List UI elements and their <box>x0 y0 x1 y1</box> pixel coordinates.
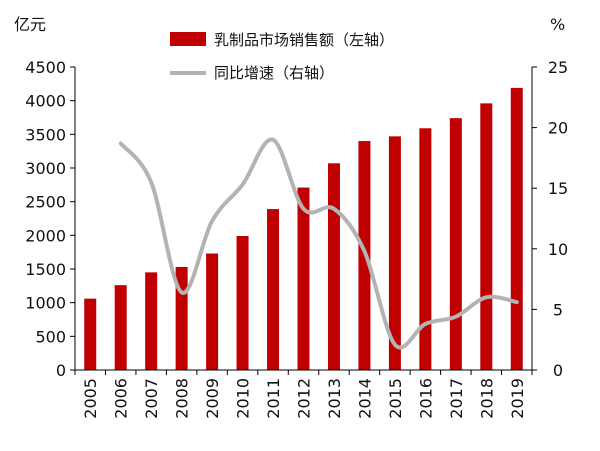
bar-2006 <box>114 285 127 370</box>
growth-line <box>118 137 519 350</box>
bar-2019 <box>510 87 523 370</box>
bar-2013 <box>327 163 340 370</box>
left-tick-label: 4500 <box>25 58 66 77</box>
legend-swatch-sales <box>170 32 206 46</box>
x-tick-label: 2018 <box>477 378 496 419</box>
x-tick-label: 2011 <box>264 378 283 419</box>
left-tick-label: 0 <box>56 361 66 380</box>
x-tick-label: 2017 <box>447 378 466 419</box>
right-tick-label: 0 <box>553 361 563 380</box>
legend-label-growth: 同比增速（右轴） <box>214 64 334 82</box>
line-series <box>118 137 519 350</box>
left-tick-label: 2500 <box>25 193 66 212</box>
right-tick-label: 25 <box>548 58 568 77</box>
x-axis-ticks: 2005 2006 2007 2008 2009 2010 2011 2012 2013 2014… <box>74 370 533 419</box>
bar-2011 <box>267 209 280 370</box>
left-tick-label: 500 <box>35 327 66 346</box>
left-tick-label: 3000 <box>25 159 66 178</box>
left-tick-label: 4000 <box>25 92 66 111</box>
x-tick-label: 2013 <box>325 378 344 419</box>
left-axis-unit: 亿元 <box>14 15 46 34</box>
legend: 乳制品市场销售额（左轴） 同比增速（右轴） <box>170 31 394 82</box>
bar-2018 <box>480 103 493 371</box>
x-tick-label: 2012 <box>295 378 314 419</box>
x-tick-label: 2019 <box>508 378 527 419</box>
bar-2005 <box>84 298 97 370</box>
bar-2007 <box>145 272 158 370</box>
bar-2017 <box>449 118 462 370</box>
x-tick-label: 2014 <box>355 378 374 419</box>
left-axis-ticks: 0 500 1000 1500 2000 2500 3000 3500 4000 4500 <box>25 58 75 380</box>
left-tick-label: 1000 <box>25 294 66 313</box>
right-axis-ticks: 0 5 10 15 20 25 <box>532 58 568 380</box>
left-tick-label: 1500 <box>25 260 66 279</box>
right-tick-label: 20 <box>548 119 568 138</box>
legend-label-sales: 乳制品市场销售额（左轴） <box>214 31 394 49</box>
x-tick-label: 2007 <box>142 378 161 419</box>
right-tick-label: 5 <box>553 300 563 319</box>
axes <box>74 67 533 371</box>
x-tick-label: 2016 <box>416 378 435 419</box>
bar-2016 <box>419 128 432 370</box>
bar-2010 <box>236 236 249 370</box>
right-tick-label: 10 <box>548 240 568 259</box>
left-tick-label: 3500 <box>25 125 66 144</box>
x-tick-label: 2005 <box>81 378 100 419</box>
x-tick-label: 2015 <box>386 378 405 419</box>
x-tick-label: 2010 <box>234 378 253 419</box>
bar-2015 <box>388 136 401 370</box>
x-tick-label: 2009 <box>203 378 222 419</box>
x-tick-label: 2008 <box>173 378 192 419</box>
right-axis-unit: % <box>550 15 565 34</box>
bar-2009 <box>206 253 219 370</box>
x-tick-label: 2006 <box>112 378 131 419</box>
bar-2012 <box>297 187 310 370</box>
bar-series <box>84 87 523 371</box>
left-tick-label: 2000 <box>25 226 66 245</box>
right-tick-label: 15 <box>548 179 568 198</box>
